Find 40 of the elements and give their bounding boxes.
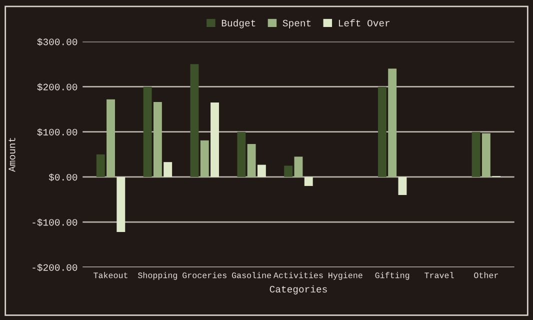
bar (304, 176, 313, 186)
legend-label: Left Over (338, 19, 390, 26)
bar (116, 176, 126, 232)
bar (106, 99, 115, 177)
legend-label: Budget (222, 19, 256, 28)
x-tick-label: Activities (273, 272, 323, 278)
bar (284, 166, 293, 177)
bar (247, 144, 256, 177)
x-tick-label: Travel (424, 272, 454, 278)
bar (398, 176, 407, 196)
x-tick-label: Other (474, 272, 498, 278)
bar (200, 140, 209, 177)
y-tick-label: -$200.00 (32, 264, 78, 272)
y-tick-label: -$100.00 (32, 218, 78, 226)
x-tick-label: Shopping (138, 272, 177, 280)
bar (210, 102, 219, 177)
bar (482, 133, 490, 177)
y-axis-title: Amount (8, 138, 16, 172)
x-tick-label: Hygiene (328, 272, 362, 280)
x-tick-label: Groceries (182, 272, 226, 278)
bar (378, 86, 386, 177)
bar (143, 86, 152, 177)
bar (190, 64, 199, 177)
bar (153, 102, 162, 177)
bar (388, 68, 397, 177)
bar (96, 154, 105, 177)
y-tick-label: $300.00 (37, 38, 78, 46)
bar (237, 132, 246, 177)
x-axis-title: Categories (270, 285, 327, 294)
bar (294, 156, 303, 177)
bar (472, 132, 480, 177)
y-tick-label: $200.00 (37, 83, 78, 91)
y-tick-label: $0.00 (48, 173, 78, 182)
legend-label: Spent (282, 20, 311, 28)
bar (257, 164, 266, 177)
bar (164, 162, 172, 177)
y-tick-label: $100.00 (37, 128, 78, 136)
x-tick-label: Takeout (94, 272, 128, 278)
x-tick-label: Gifting (375, 272, 410, 280)
x-tick-label: Gasoline (232, 272, 272, 278)
